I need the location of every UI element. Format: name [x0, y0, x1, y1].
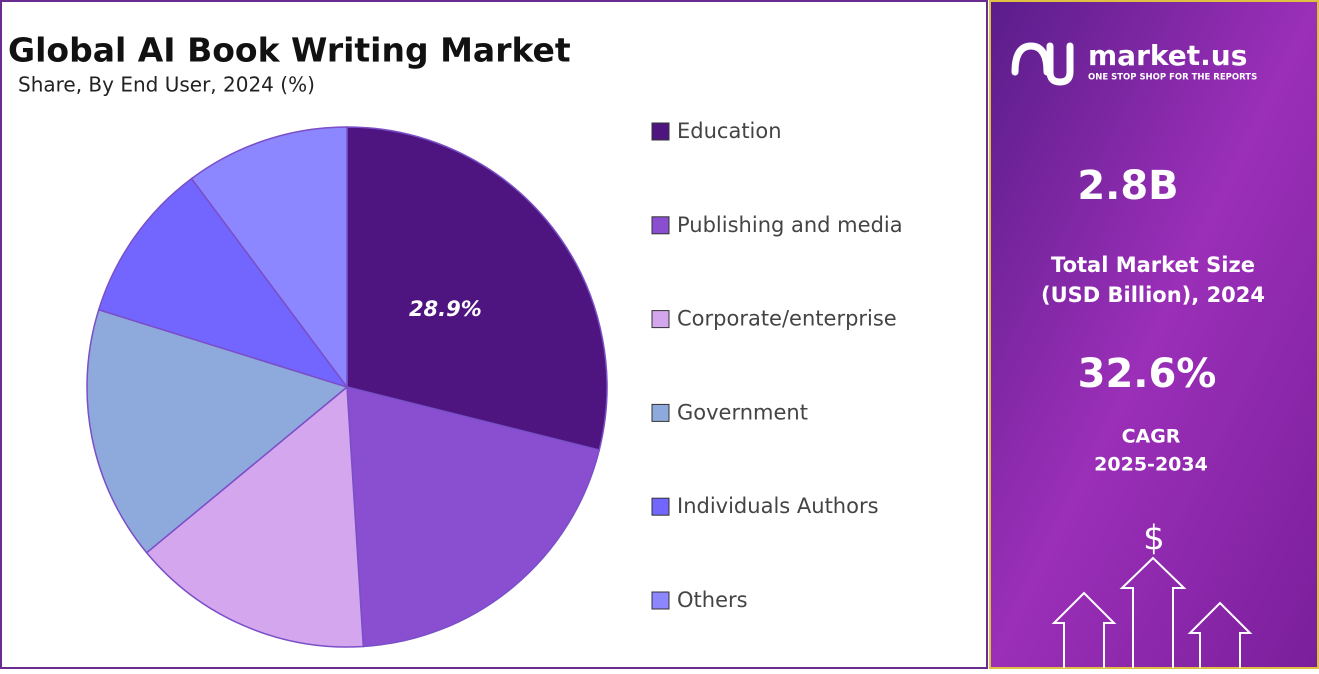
legend-label: Publishing and media: [677, 213, 903, 237]
pie-slice: [346, 126, 608, 451]
dollar-icon: $: [1143, 519, 1165, 559]
legend-label: Individuals Authors: [677, 494, 879, 518]
arrows: [1051, 556, 1253, 668]
cagr-label: 2025-2034: [1094, 454, 1208, 476]
legend-swatch: [651, 122, 670, 141]
cagr: 32.6%: [1078, 351, 1217, 397]
legend-swatch: [651, 591, 670, 610]
market-size-label: (USD Billion), 2024: [1041, 283, 1265, 307]
market-size: 2.8B: [1077, 163, 1178, 209]
market-size-label: Total Market Size: [1051, 253, 1255, 277]
legend: Education Publishing and media Corporate/e…: [651, 119, 903, 612]
tagline: ONE STOP SHOP FOR THE REPORTS: [1088, 73, 1257, 83]
legend-label: Corporate/enterprise: [677, 307, 897, 331]
pie-slice: [190, 126, 348, 390]
pie-slice: [86, 308, 349, 554]
pie-slice: [97, 177, 349, 389]
legend-label: Government: [677, 400, 808, 424]
value-label: 28.9%: [409, 297, 482, 321]
cagr-label: CAGR: [1122, 426, 1181, 448]
pie: 28.9%: [86, 126, 608, 648]
legend-label: Others: [677, 588, 748, 612]
pie-slice: [346, 386, 601, 648]
side-panel: [989, 0, 1319, 669]
legend-swatch: [651, 497, 670, 516]
logo: market.us ONE STOP SHOP FOR THE REPORTS: [1011, 39, 1257, 86]
legend-swatch: [651, 216, 670, 235]
legend-swatch: [651, 403, 670, 422]
legend-swatch: [651, 310, 670, 329]
pie-slice: [145, 385, 365, 648]
brand: market.us: [1088, 39, 1247, 72]
chart-subtitle: Share, By End User, 2024 (%): [18, 73, 315, 97]
chart-title: Global AI Book Writing Market: [8, 31, 571, 70]
legend-label: Education: [677, 119, 782, 143]
